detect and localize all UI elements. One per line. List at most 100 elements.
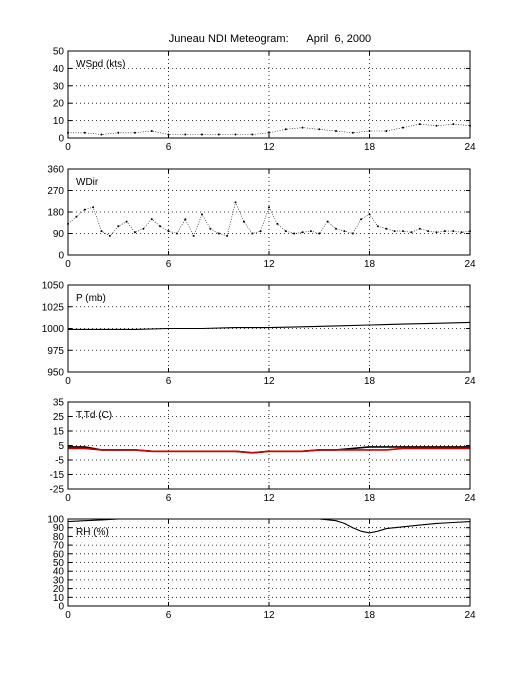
y-tick-label: 360 (47, 165, 64, 176)
data-point (427, 230, 430, 233)
x-tick-label: 6 (166, 259, 172, 270)
panel-wdir: 0 6 12 18 24 0 90 180 270 360 WDir (47, 165, 476, 271)
y-tick-label: -15 (50, 470, 65, 481)
y-tick-label: 90 (53, 229, 65, 240)
data-point (83, 208, 86, 211)
x-tick-label: 0 (65, 610, 71, 621)
y-tick-label: 15 (53, 427, 65, 438)
x-tick-label: 6 (166, 493, 172, 504)
data-point (418, 123, 421, 126)
x-tick-label: 24 (464, 610, 476, 621)
data-point (276, 222, 279, 225)
data-point (259, 230, 262, 233)
data-point (284, 128, 287, 131)
x-tick-label: 0 (65, 259, 71, 270)
x-tick-label: 12 (263, 493, 275, 504)
y-tick-label: 20 (53, 99, 65, 110)
y-tick-label: 60 (53, 549, 65, 560)
x-tick-label: 24 (464, 259, 476, 270)
y-tick-label: 40 (53, 64, 65, 75)
y-tick-label: 40 (53, 567, 65, 578)
data-point (460, 231, 463, 234)
panel-label-pressure: P (mb) (76, 293, 106, 304)
data-point (385, 227, 388, 230)
data-point (251, 133, 254, 136)
x-tick-label: 12 (263, 259, 275, 270)
x-tick-label: 0 (65, 142, 71, 153)
x-tick-label: 12 (263, 142, 275, 153)
x-tick-label: 12 (263, 376, 275, 387)
x-tick-label: 0 (65, 376, 71, 387)
data-point (318, 232, 321, 235)
y-tick-label: 30 (53, 81, 65, 92)
data-point (100, 133, 103, 136)
data-point (100, 230, 103, 233)
data-point (402, 126, 404, 129)
y-tick-label: 10 (53, 116, 65, 127)
y-tick-label: 50 (53, 558, 65, 569)
y-tick-label: 1025 (42, 302, 65, 313)
panel-label-temp-dewpoint: T,Td (C) (76, 410, 112, 421)
chart-title: Juneau NDI Meteogram: April 6, 2000 (169, 33, 371, 45)
y-tick-label: 1000 (42, 324, 65, 335)
x-tick-label: 12 (263, 610, 275, 621)
x-tick-label: 18 (364, 259, 376, 270)
y-tick-label: 0 (58, 251, 64, 262)
data-point (335, 227, 337, 230)
y-tick-label: 1050 (42, 281, 65, 292)
data-point (301, 231, 304, 234)
y-tick-label: 10 (53, 593, 65, 604)
data-point (150, 130, 153, 132)
data-point (268, 131, 270, 134)
panel-wspd: 0 6 12 18 24 0 10 20 30 40 50 WSpd (kts) (53, 47, 476, 154)
y-tick-label: 270 (47, 186, 64, 197)
data-point (402, 230, 404, 233)
y-tick-label: 30 (53, 575, 65, 586)
y-tick-label: 20 (53, 584, 65, 595)
data-point (201, 133, 203, 136)
y-tick-label: 80 (53, 532, 65, 543)
y-tick-label: 100 (47, 515, 64, 526)
data-point (217, 133, 220, 136)
y-tick-label: 180 (47, 208, 64, 219)
x-tick-label: 18 (364, 493, 376, 504)
x-tick-label: 6 (166, 376, 172, 387)
data-point (134, 131, 136, 134)
x-tick-label: 18 (364, 142, 376, 153)
y-tick-label: 5 (58, 441, 64, 452)
x-tick-label: 6 (166, 142, 172, 153)
data-point (83, 131, 86, 134)
y-tick-label: 90 (53, 523, 65, 534)
series-line (68, 447, 470, 454)
y-tick-label: -25 (50, 485, 65, 496)
y-tick-label: 70 (53, 541, 65, 552)
y-tick-label: 35 (53, 398, 65, 409)
y-tick-label: 0 (58, 602, 64, 613)
x-tick-label: 6 (166, 610, 172, 621)
x-tick-label: 18 (364, 376, 376, 387)
panel-label-rh: RH (%) (76, 527, 109, 538)
y-tick-label: 0 (58, 134, 64, 145)
x-tick-label: 18 (364, 610, 376, 621)
y-tick-label: 950 (47, 368, 64, 379)
panel-label-wspd: WSpd (kts) (76, 59, 125, 70)
y-tick-label: 975 (47, 346, 64, 357)
data-point (443, 230, 446, 233)
panel-pressure: 0 6 12 18 24 950 975 1000 1025 1050 P (mb) (42, 281, 476, 388)
x-tick-label: 0 (65, 493, 71, 504)
x-tick-label: 24 (464, 376, 476, 387)
series-line (68, 321, 471, 330)
y-tick-label: -5 (55, 456, 64, 467)
data-point (217, 232, 220, 235)
panel-label-wdir: WDir (76, 177, 99, 188)
y-tick-label: 25 (53, 412, 65, 423)
x-tick-label: 24 (464, 493, 476, 504)
data-point (351, 131, 354, 134)
axes-frame (67, 50, 471, 139)
series-trace (67, 201, 471, 237)
y-tick-label: 50 (53, 47, 65, 58)
x-tick-label: 24 (464, 142, 476, 153)
data-point (284, 230, 287, 233)
